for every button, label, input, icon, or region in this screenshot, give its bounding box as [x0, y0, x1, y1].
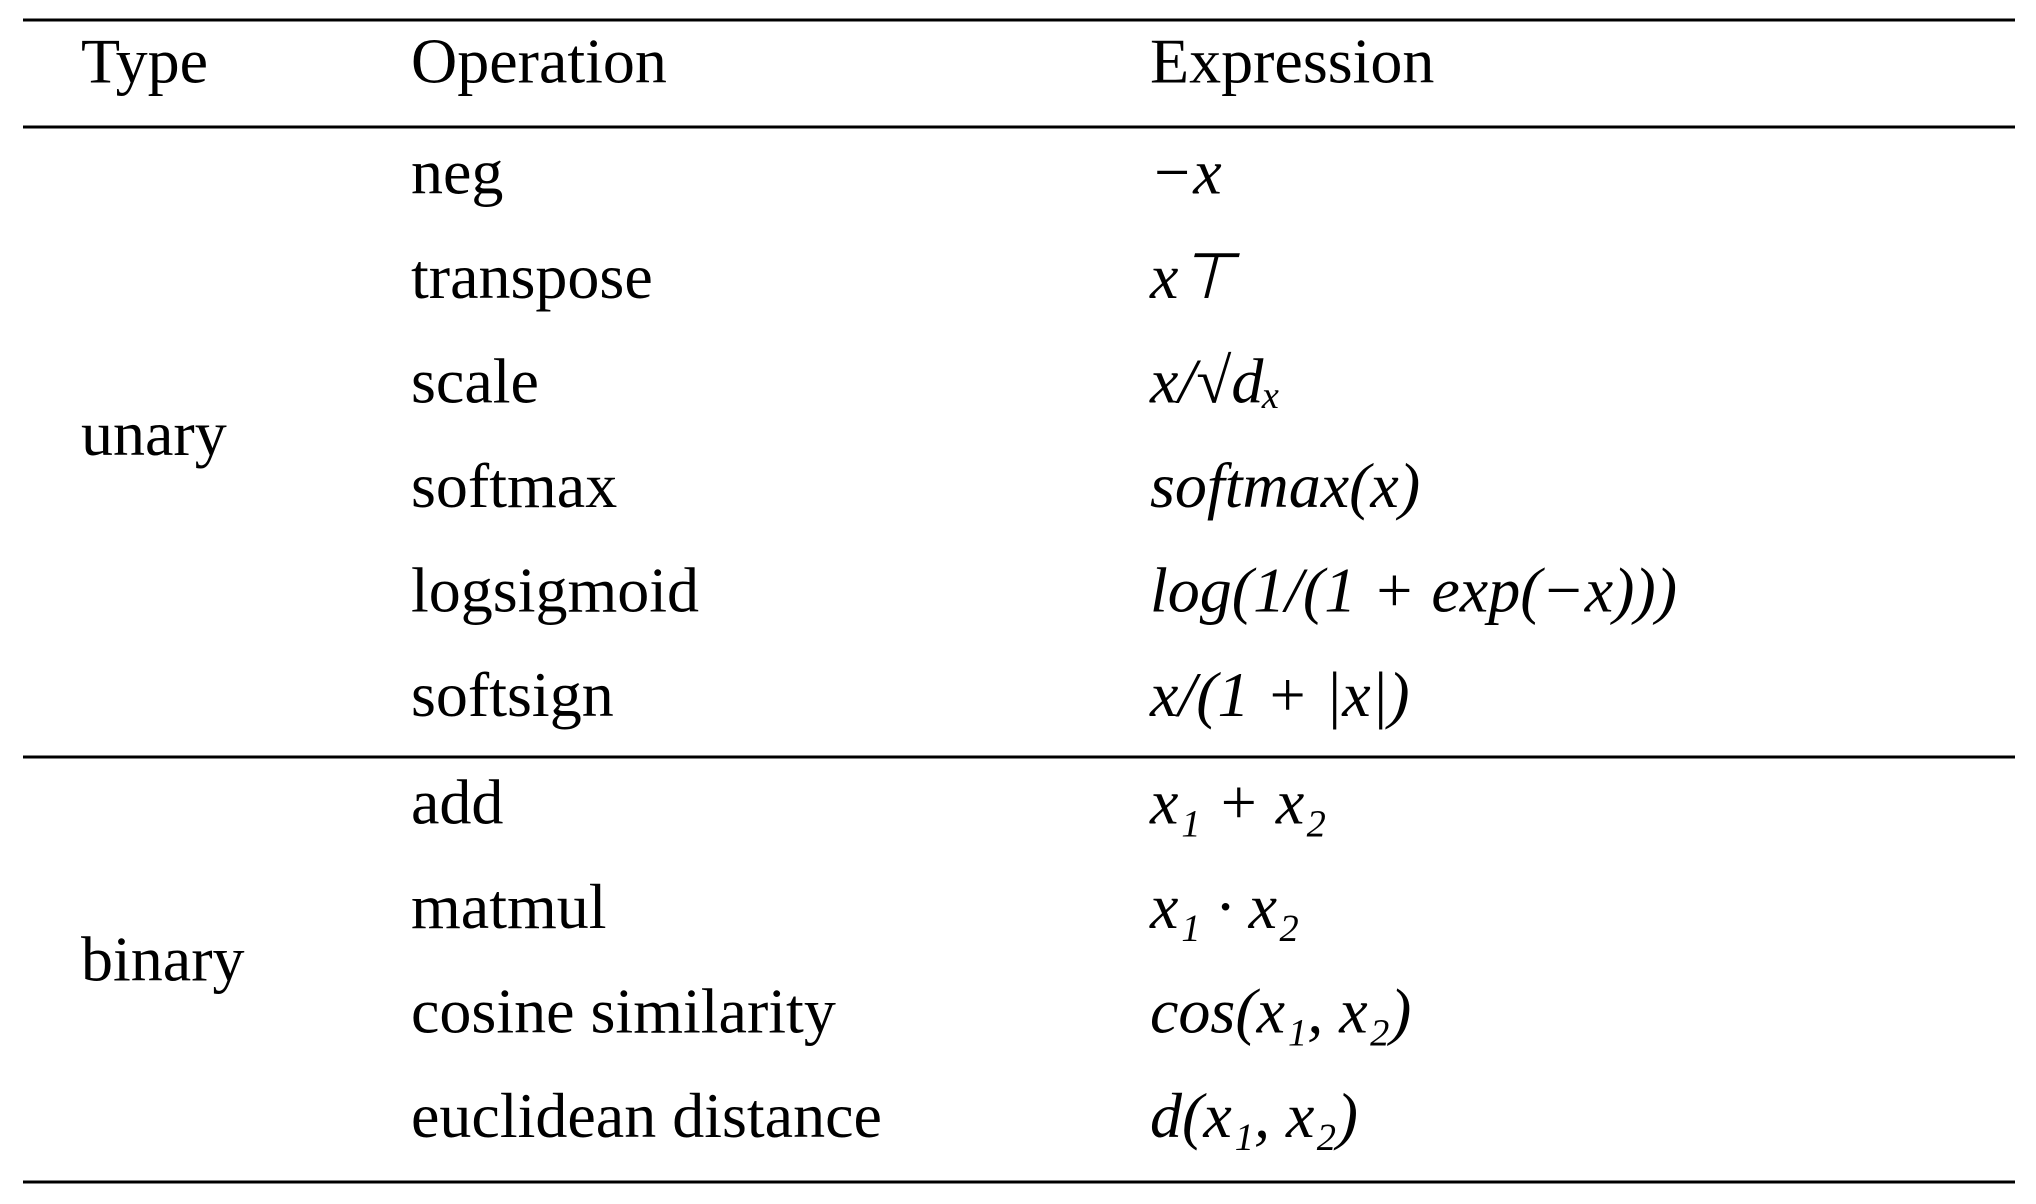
expression-cell: log(1/(1 + exp(−x)))	[1150, 555, 1677, 626]
operation-cell: matmul	[411, 871, 607, 942]
expression-cell: softmax(x)	[1150, 450, 1420, 521]
header-cell: Operation	[411, 26, 667, 97]
operation-cell: softsign	[411, 659, 614, 730]
type-cell: binary	[81, 923, 245, 994]
operation-cell: softmax	[411, 450, 617, 521]
operation-cell: add	[411, 767, 503, 838]
expression-cell: x/√dₓ	[1149, 346, 1282, 417]
expression-cell: x₁ · x₂	[1149, 871, 1299, 942]
expression-cell: −x	[1150, 137, 1222, 208]
expression-cell: d(x₁, x₂)	[1150, 1080, 1358, 1151]
expression-cell: x/(1 + |x|)	[1149, 659, 1410, 730]
operation-cell: scale	[411, 346, 539, 417]
expression-cell: x⊤	[1149, 241, 1240, 312]
operation-cell: logsigmoid	[411, 555, 699, 626]
type-cell: unary	[81, 398, 227, 469]
expression-cell: x₁ + x₂	[1149, 767, 1327, 838]
operation-cell: cosine similarity	[411, 976, 836, 1047]
operation-cell: neg	[411, 137, 503, 208]
operation-cell: transpose	[411, 241, 653, 312]
operation-cell: euclidean distance	[411, 1080, 882, 1151]
expression-cell: cos(x₁, x₂)	[1150, 976, 1411, 1047]
header-cell: Type	[81, 26, 208, 97]
header-cell: Expression	[1150, 26, 1434, 97]
